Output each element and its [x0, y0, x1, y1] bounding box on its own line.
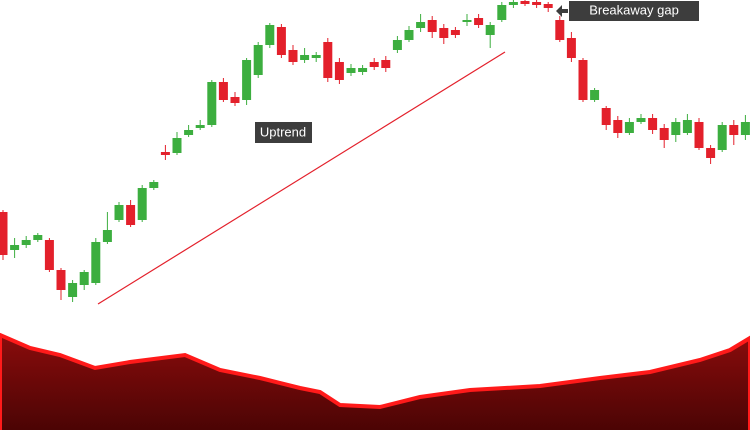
candle-body	[68, 283, 78, 297]
candle-body	[311, 55, 321, 58]
candle-body	[427, 20, 437, 32]
candle-body	[416, 22, 426, 28]
candle-body	[636, 118, 646, 122]
annotation-arrow	[556, 5, 568, 17]
candle-body	[10, 245, 20, 250]
candle-body	[334, 62, 344, 80]
candle-body	[300, 55, 310, 60]
candle-body	[0, 212, 8, 255]
candle-body	[91, 242, 101, 283]
candle-body	[717, 125, 727, 150]
candle-body	[114, 205, 124, 220]
candle-body	[369, 62, 379, 67]
candle-body	[184, 130, 194, 135]
candle-body	[288, 50, 298, 62]
candle-body	[172, 138, 182, 153]
annotation: Uptrend	[260, 124, 306, 139]
candle-body	[508, 2, 518, 5]
candle-body	[648, 118, 658, 130]
trend-line	[97, 51, 506, 305]
candle-body	[578, 60, 588, 100]
candle-body	[474, 18, 484, 25]
candle-body	[137, 188, 147, 220]
candle-body	[160, 152, 170, 155]
candle-body	[207, 82, 217, 125]
candle-body	[659, 128, 669, 140]
candle-body	[543, 4, 553, 8]
candle-body	[358, 68, 368, 72]
candle-body	[566, 38, 576, 58]
candle-body	[44, 240, 54, 270]
candle-body	[694, 122, 704, 148]
candle-body	[195, 125, 205, 128]
annotation: Breakaway gap	[589, 2, 679, 17]
candle-body	[149, 182, 159, 188]
candle-body	[450, 30, 460, 35]
candle-body	[276, 27, 286, 55]
candle-body	[21, 240, 31, 245]
candle-body	[253, 45, 263, 75]
candle-body	[439, 28, 449, 38]
candle-body	[671, 122, 681, 135]
candle-body	[392, 40, 402, 50]
candle-body	[729, 125, 739, 135]
candle-body	[520, 1, 530, 4]
candle-body	[218, 82, 228, 100]
candle-body	[497, 5, 507, 20]
candle-body	[79, 272, 89, 285]
candle-body	[265, 25, 275, 45]
candle-body	[230, 97, 240, 103]
annotation-box	[569, 1, 699, 21]
background-area	[0, 332, 750, 430]
candle-body	[346, 68, 356, 73]
candle-body	[242, 60, 252, 100]
candle-body	[706, 148, 716, 158]
candle-body	[624, 122, 634, 133]
candle-body	[404, 30, 414, 40]
candle-body	[740, 122, 750, 135]
candle-body	[126, 205, 136, 225]
candle-body	[462, 20, 472, 22]
candle-body	[381, 60, 391, 68]
candle-body	[102, 230, 112, 242]
candle-body	[613, 120, 623, 133]
candle-body	[555, 20, 565, 40]
candle-body	[532, 2, 542, 5]
candle-body	[485, 25, 495, 35]
candle-body	[682, 120, 692, 133]
candle-body	[590, 90, 600, 100]
candle-body	[601, 108, 611, 125]
candle-body	[33, 235, 43, 240]
annotation-box	[255, 122, 312, 143]
candle-body	[56, 270, 66, 290]
candle-body	[323, 42, 333, 78]
